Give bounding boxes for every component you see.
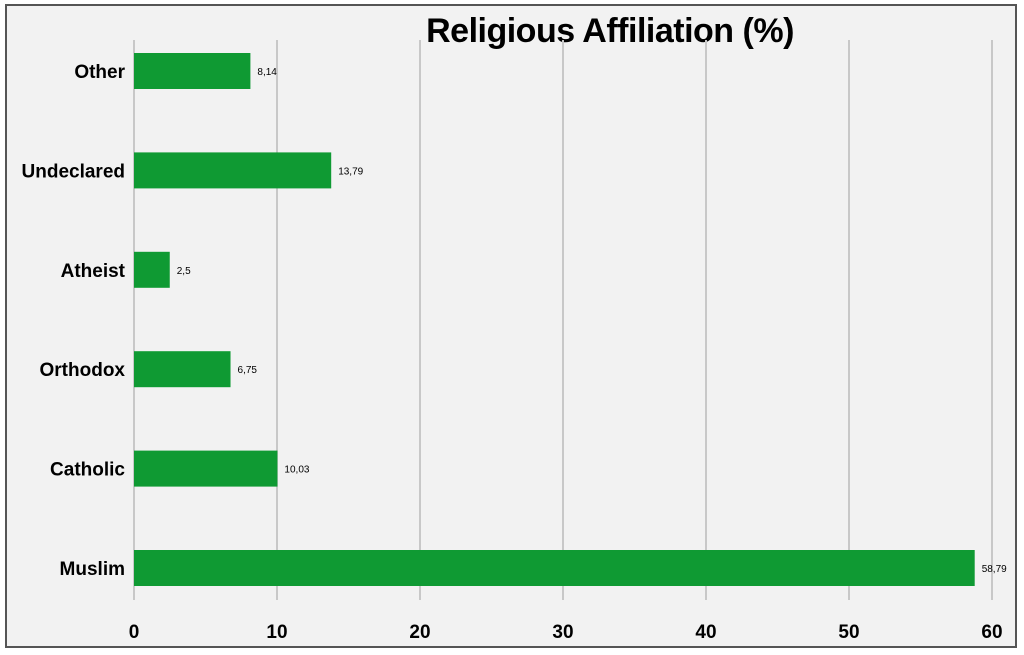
bar xyxy=(134,53,251,89)
chart-title: Religious Affiliation (%) xyxy=(426,12,794,50)
category-label: Other xyxy=(74,62,125,83)
x-tick-label: 0 xyxy=(129,622,140,643)
data-label: 8,14 xyxy=(257,67,277,78)
category-label: Atheist xyxy=(61,261,126,282)
x-tick-label: 30 xyxy=(552,622,573,643)
category-label: Catholic xyxy=(50,460,125,481)
bar xyxy=(134,351,231,388)
x-tick-label: 10 xyxy=(266,622,287,643)
data-label: 13,79 xyxy=(338,166,363,177)
x-tick-label: 20 xyxy=(409,622,430,643)
data-label: 58,79 xyxy=(982,564,1007,575)
data-label: 10,03 xyxy=(284,465,309,476)
bar xyxy=(134,152,332,189)
data-label: 6,75 xyxy=(238,365,258,376)
labels: 0 10 20 30 40 50 60 Muslim 58,79 Catholic 10,03 Ort… xyxy=(22,62,1008,643)
category-label: Undeclared xyxy=(22,161,125,182)
x-tick-label: 40 xyxy=(695,622,716,643)
bars xyxy=(134,53,975,586)
x-tick-label: 60 xyxy=(981,622,1002,643)
data-label: 2,5 xyxy=(177,266,191,277)
bar xyxy=(134,251,170,288)
x-tick-label: 50 xyxy=(838,622,859,643)
bar xyxy=(134,550,975,586)
category-label: Muslim xyxy=(60,559,125,580)
grid-lines xyxy=(133,40,993,600)
bar xyxy=(134,450,278,487)
category-label: Orthodox xyxy=(40,360,126,381)
